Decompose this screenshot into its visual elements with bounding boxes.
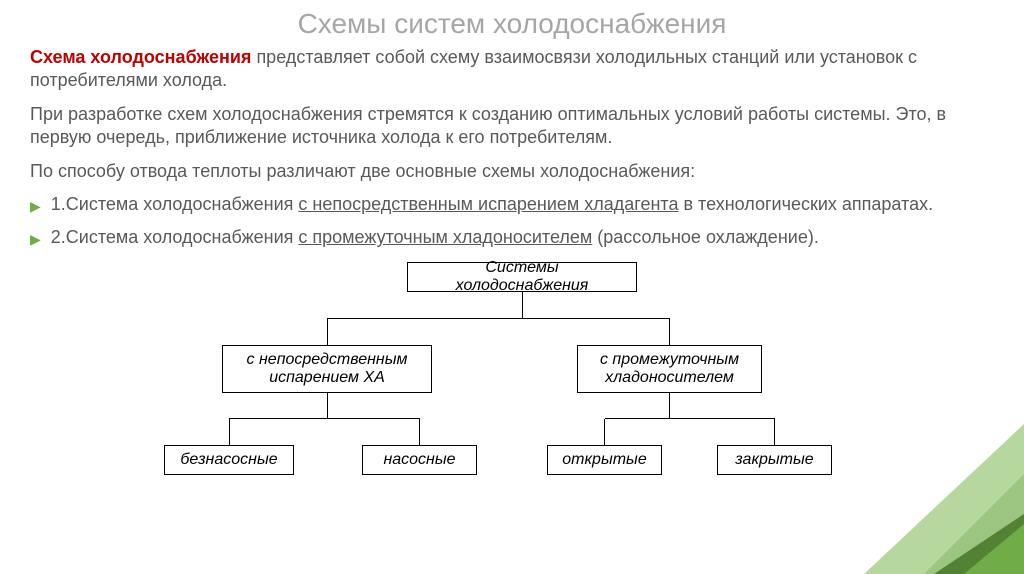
tree-edge [669, 318, 670, 345]
bullet2-pre: 2.Система холодоснабжения [51, 227, 299, 247]
tree-edge [327, 418, 420, 419]
tree-edge [419, 419, 420, 445]
tree-diagram: Системы холодоснабжения с непосредственны… [152, 260, 872, 490]
intro-paragraph: Схема холодоснабжения представляет собой… [30, 46, 994, 93]
tree-node-root: Системы холодоснабжения [407, 262, 637, 292]
bullet2-post: (рассольное охлаждение). [592, 227, 819, 247]
tree-edge [670, 418, 775, 419]
tree-edge [522, 318, 670, 319]
tree-edge [327, 318, 328, 345]
bullet1-post: в технологических аппаратах. [678, 194, 933, 214]
bullet-icon: ▶ [30, 198, 41, 215]
bullet1-underline: с непосредственным испарением хладагента [298, 194, 678, 214]
bullet2-underline: с промежуточным хладоносителем [298, 227, 592, 247]
tree-edge [604, 419, 605, 445]
para-2: При разработке схем холодоснабжения стре… [30, 103, 994, 150]
tree-node-l4: закрытые [717, 445, 832, 475]
tree-edge [229, 419, 230, 445]
tree-edge [605, 418, 670, 419]
para-3: По способу отвода теплоты различают две … [30, 160, 994, 183]
corner-decoration [864, 414, 1024, 574]
intro-highlight: Схема холодоснабжения [30, 47, 251, 67]
tree-node-l3: открытые [547, 445, 662, 475]
bullet-2: ▶ 2.Система холодоснабжения с промежуточ… [30, 226, 994, 249]
bullet1-pre: 1.Система холодоснабжения [51, 194, 299, 214]
page-title: Схемы систем холодоснабжения [30, 8, 994, 40]
tree-node-n1: с непосредственным испарением ХА [222, 345, 432, 393]
tree-edge [327, 393, 328, 419]
tree-edge [327, 318, 522, 319]
tree-edge [774, 419, 775, 445]
tree-edge [522, 292, 523, 319]
tree-edge [229, 418, 327, 419]
tree-node-n2: с промежуточным хладоносителем [577, 345, 762, 393]
tree-node-l2: насосные [362, 445, 477, 475]
bullet-icon: ▶ [30, 231, 41, 248]
bullet-1: ▶ 1.Система холодоснабжения с непосредст… [30, 193, 994, 216]
tree-edge [669, 393, 670, 419]
tree-node-l1: безнасосные [164, 445, 294, 475]
